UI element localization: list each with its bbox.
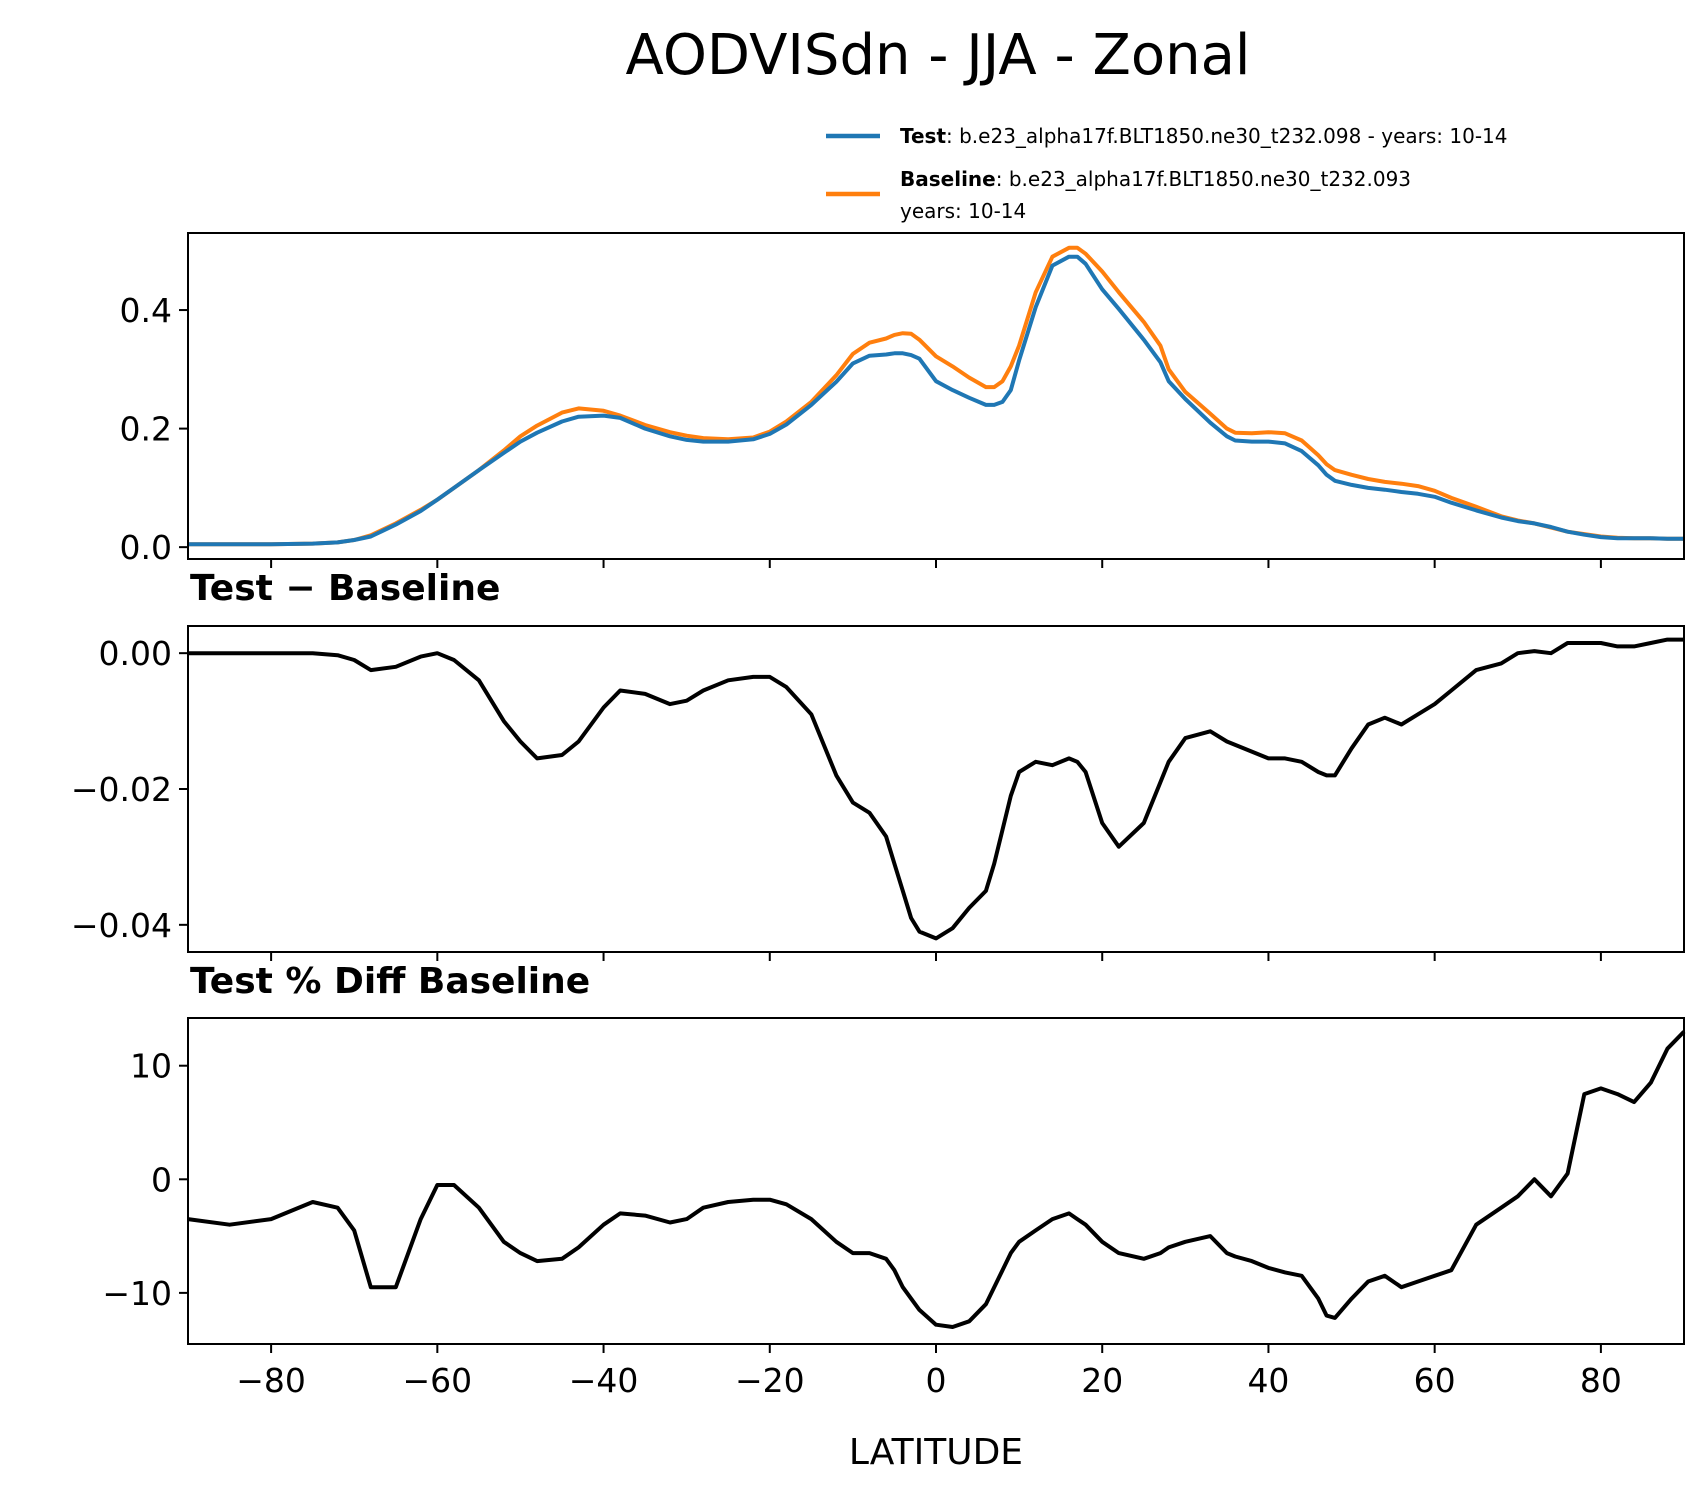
legend-baseline-rest: : b.e23_alpha17f.BLT1850.ne30_t232.093: [996, 167, 1411, 191]
x-tick-label: 0: [926, 1361, 947, 1400]
panel-percent-diff-title: Test % Diff Baseline: [190, 961, 590, 1002]
panel-zonal-mean-series: [188, 245, 1684, 547]
panel-percent-diff-ticks: 10 0 −10: [102, 1047, 1602, 1353]
panel-difference-frame: [187, 625, 1685, 953]
legend: Test: b.e23_alpha17f.BLT1850.ne30_t232.0…: [826, 124, 1508, 223]
panel-zonal-mean-ytick-label: 0.2: [120, 410, 172, 449]
x-tick-label: −60: [403, 1361, 473, 1400]
panel-zonal-mean-ytick-label: 0.4: [120, 291, 172, 330]
panel-difference-title: Test − Baseline: [190, 568, 500, 609]
chart-title: AODVISdn - JJA - Zonal: [626, 23, 1251, 88]
panel-percent-diff-ytick-label: −10: [102, 1274, 172, 1313]
panel-difference-ytick-label: 0.00: [99, 634, 172, 673]
legend-label-test: Test: b.e23_alpha17f.BLT1850.ne30_t232.0…: [900, 124, 1508, 148]
x-tick-label: −20: [735, 1361, 805, 1400]
series-line-test: [188, 254, 1684, 547]
panel-difference: 0.00 −0.02 −0.04: [71, 625, 1685, 961]
panel-difference-ticks: 0.00 −0.02 −0.04: [71, 634, 1602, 961]
panel-zonal-mean-ytick-label: 0.0: [120, 528, 172, 567]
panel-difference-ytick-label: −0.04: [71, 906, 172, 945]
x-tick-label: 40: [1247, 1361, 1289, 1400]
series-line-test-diff-baseline: [187, 1030, 1686, 1329]
panel-zonal-mean: 0.0 0.2 0.4: [120, 232, 1685, 568]
panel-percent-diff-series: [187, 1030, 1686, 1329]
legend-baseline-bold: Baseline: [900, 167, 996, 191]
panel-zonal-mean-ticks: 0.0 0.2 0.4: [120, 291, 1602, 568]
x-axis-label: LATITUDE: [849, 1432, 1023, 1473]
x-tick-label: −40: [569, 1361, 639, 1400]
panel-percent-diff-frame: [187, 1017, 1685, 1345]
panel-difference-ytick-label: −0.02: [71, 770, 172, 809]
x-tick-label: 60: [1414, 1361, 1456, 1400]
panel-percent-diff: 10 0 −10: [102, 1017, 1686, 1353]
legend-test-bold: Test: [900, 124, 946, 148]
x-tick-label: 20: [1081, 1361, 1123, 1400]
legend-test-rest: : b.e23_alpha17f.BLT1850.ne30_t232.098 -…: [946, 124, 1507, 148]
x-tick-label: −80: [236, 1361, 306, 1400]
x-tick-labels: −80 −60 −40 −20 0 20 40 60 80: [236, 1361, 1622, 1400]
series-line-test-baseline: [188, 637, 1684, 941]
panel-zonal-mean-frame: [187, 232, 1685, 560]
series-line-baseline: [188, 245, 1684, 547]
panel-difference-series: [188, 637, 1684, 941]
legend-baseline-line2: years: 10-14: [900, 199, 1026, 223]
x-tick-label: 80: [1580, 1361, 1622, 1400]
panel-percent-diff-ytick-label: 0: [151, 1160, 172, 1199]
panel-percent-diff-ytick-label: 10: [130, 1047, 172, 1086]
legend-label-baseline: Baseline: b.e23_alpha17f.BLT1850.ne30_t2…: [900, 167, 1411, 191]
